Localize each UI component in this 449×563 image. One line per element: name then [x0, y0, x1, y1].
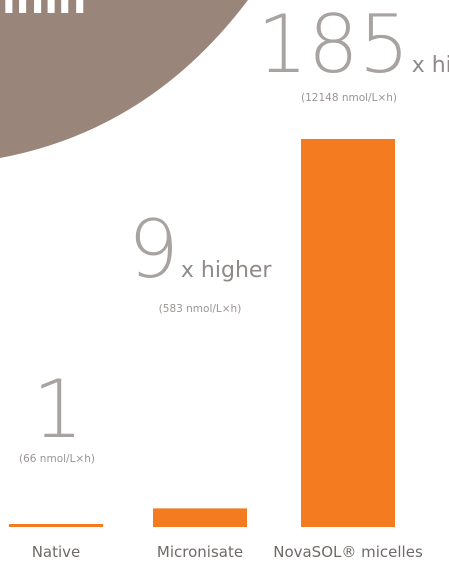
multiplier-suffix: x higher — [412, 53, 449, 78]
multiplier-value: 1 — [33, 363, 84, 456]
category-label: Native — [32, 543, 81, 561]
bars-layer — [9, 139, 395, 527]
labels-layer: Native Micronisate NovaSOL® micelles 1(66 n… — [19, 0, 449, 561]
value-label: (66 nmol/L×h) — [19, 453, 95, 465]
bar-micronisate — [153, 508, 247, 527]
value-label: (12148 nmol/L×h) — [301, 92, 397, 104]
corner-logo-text: inin — [2, 0, 86, 23]
bar-native — [9, 524, 103, 527]
bar-novasol-micelles — [301, 139, 395, 527]
corner-decoration — [0, 0, 248, 158]
multiplier-value: 9 — [128, 203, 179, 296]
category-label: NovaSOL® micelles — [273, 543, 423, 561]
multiplier-value: 185 — [257, 0, 410, 91]
value-label: (583 nmol/L×h) — [159, 303, 242, 315]
multiplier-suffix: x higher — [181, 258, 273, 283]
category-label: Micronisate — [157, 543, 243, 561]
